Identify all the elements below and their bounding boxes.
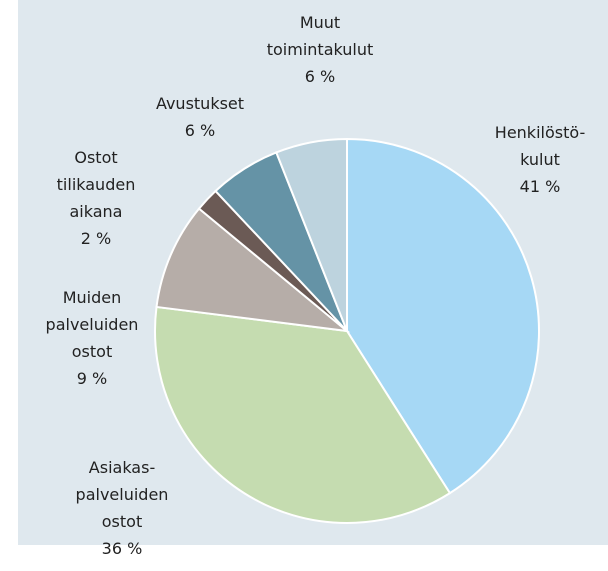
label-line: palveluiden — [46, 315, 139, 334]
label-line: ostot — [72, 342, 112, 361]
slice-label: Muiden palveluiden ostot 9 % — [46, 288, 139, 388]
value-label: 9 % — [77, 369, 107, 388]
label-line: Avustukset — [156, 94, 244, 113]
pie-slice — [346, 137, 540, 495]
label-line: Asiakas- — [89, 458, 155, 477]
pie-slice — [154, 305, 452, 524]
label-line: tilikauden — [57, 175, 136, 194]
label-line: kulut — [520, 150, 560, 169]
slice-label: Avustukset 6 % — [156, 94, 244, 140]
pie-slice — [275, 137, 348, 332]
slice-label: Ostot tilikauden aikana 2 % — [57, 148, 136, 248]
pie-slice — [155, 207, 351, 333]
value-label: 6 % — [185, 121, 215, 140]
label-line: Ostot — [74, 148, 117, 167]
slice-label: Asiakas-palveluiden ostot 36 % — [76, 458, 169, 558]
label-line: toimintakulut — [267, 40, 374, 59]
label-line: Muut — [300, 13, 340, 32]
value-label: 6 % — [305, 67, 335, 86]
slice-label: Muut toimintakulut 6 % — [267, 13, 374, 86]
label-line: ostot — [102, 512, 142, 531]
label-line: palveluiden — [76, 485, 169, 504]
value-label: 41 % — [520, 177, 561, 196]
label-line: Muiden — [63, 288, 122, 307]
value-label: 36 % — [102, 539, 143, 558]
value-label: 2 % — [81, 229, 111, 248]
label-line: aikana — [70, 202, 123, 221]
slice-label: Henkilöstö-kulut 41 % — [495, 123, 585, 196]
label-line: Henkilöstö- — [495, 123, 585, 142]
